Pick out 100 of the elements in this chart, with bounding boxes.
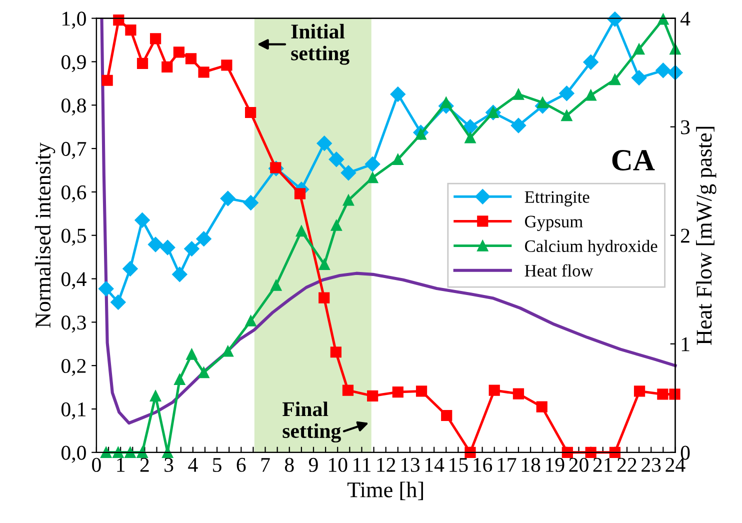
point: [134, 212, 150, 228]
point: [222, 346, 234, 357]
y-tick-label: 1,0: [62, 12, 86, 29]
x-tick-label: 12: [377, 458, 396, 472]
point: [245, 106, 256, 118]
point: [367, 172, 378, 184]
x-tick-label: 5: [213, 458, 222, 472]
point: [537, 96, 548, 108]
point: [510, 118, 526, 134]
point: [416, 386, 428, 397]
annotation: Final setting: [282, 402, 341, 442]
x-tick-label: 9: [308, 458, 318, 472]
point: [441, 410, 452, 422]
point: [609, 74, 620, 86]
point: [245, 315, 256, 326]
point: [221, 60, 232, 71]
point: [112, 446, 124, 458]
point: [318, 292, 330, 304]
point: [488, 384, 500, 396]
y-tick-label: 0,0: [61, 446, 86, 463]
point: [559, 86, 574, 101]
x-tick-label: 3: [164, 458, 174, 472]
point: [392, 386, 404, 398]
point: [150, 390, 162, 402]
x-tick-label: 2: [140, 458, 149, 472]
point: [198, 66, 210, 78]
point: [657, 388, 668, 400]
legend-label: Gypsum: [525, 216, 583, 232]
point: [220, 190, 236, 206]
x-tick-label: 22: [617, 458, 636, 472]
x-tick-label: 13: [401, 458, 420, 472]
point: [162, 61, 173, 72]
x-axis-title: Time [h]: [347, 482, 423, 500]
legend-label: Calcium hydroxide: [525, 240, 658, 256]
point: [330, 346, 342, 358]
y2-tick-label: 3: [681, 120, 690, 134]
point: [512, 88, 524, 100]
y-tick-label: 0,3: [61, 316, 86, 333]
y2-tick-label: 0: [680, 446, 690, 460]
point: [328, 152, 344, 167]
y-tick-label: 0,9: [61, 55, 86, 72]
point: [100, 446, 112, 458]
y-tick-label: 0,8: [61, 98, 86, 116]
y-axis-title: Normalised intensity: [34, 142, 56, 328]
point: [124, 446, 136, 458]
point: [561, 110, 572, 122]
point: [633, 44, 645, 55]
point: [173, 46, 184, 58]
point: [390, 86, 406, 102]
point: [330, 220, 342, 231]
y2-tick-label: 2: [680, 228, 690, 243]
y-tick-label: 0,2: [61, 358, 86, 376]
x-tick-label: 10: [329, 458, 348, 472]
y-tick-label: 0,4: [61, 272, 86, 290]
point: [150, 33, 162, 44]
x-tick-label: 8: [284, 458, 294, 472]
point: [98, 281, 114, 296]
point: [148, 236, 164, 252]
y2-axis-title: Heat Flow [mW/g paste]: [696, 126, 716, 345]
point: [243, 195, 258, 210]
point: [122, 261, 138, 276]
point: [585, 90, 596, 101]
point: [512, 388, 524, 400]
y-tick-label: 0,6: [61, 185, 86, 202]
x-tick-label: 19: [546, 458, 564, 472]
y-tick-label: 0,7: [61, 142, 86, 159]
point: [631, 70, 647, 86]
point: [136, 446, 148, 458]
point: [160, 240, 176, 256]
x-tick-label: 1: [117, 458, 125, 472]
x-tick-label: 15: [450, 458, 468, 472]
x-tick-label: 20: [569, 458, 588, 472]
point: [342, 384, 354, 396]
point: [110, 294, 126, 310]
point: [270, 280, 282, 291]
x-tick-label: 16: [474, 458, 492, 472]
point: [365, 156, 380, 172]
x-tick-label: 7: [261, 458, 270, 472]
x-tick-label: 17: [498, 458, 516, 472]
point: [136, 58, 148, 70]
point: [367, 390, 378, 402]
point: [462, 119, 478, 134]
point: [184, 241, 200, 256]
point: [174, 374, 186, 386]
y2-tick-label: 1: [682, 337, 690, 352]
point: [583, 54, 598, 70]
point: [185, 53, 197, 64]
x-tick-label: 18: [522, 458, 540, 472]
x-tick-label: 14: [425, 458, 444, 472]
x-tick-label: 0: [92, 458, 101, 472]
x-tick-label: 6: [236, 458, 246, 472]
point: [609, 446, 620, 458]
point: [318, 258, 330, 270]
annotation: Initial setting: [291, 24, 350, 65]
y-tick-label: 0,1: [61, 402, 86, 420]
point: [294, 188, 306, 200]
y-tick-label: 0,5: [61, 228, 86, 246]
x-tick-label: 4: [188, 458, 198, 472]
point: [186, 348, 198, 360]
legend-label: Heat flow: [524, 264, 594, 277]
